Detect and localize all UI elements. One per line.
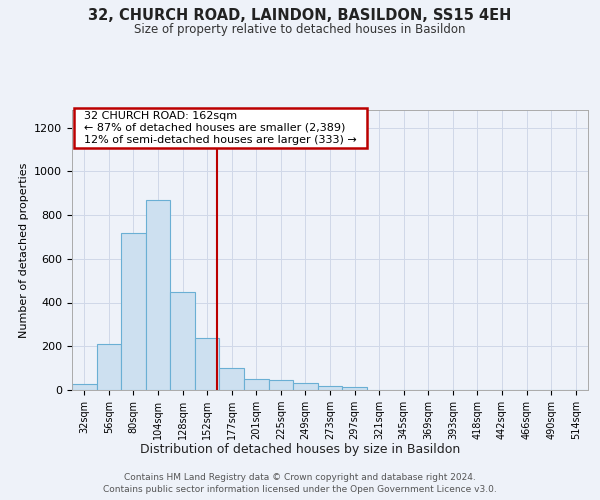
Bar [72, 384, 97, 390]
Bar [220, 368, 244, 390]
Bar [244, 379, 269, 390]
Bar [195, 338, 220, 390]
Text: Size of property relative to detached houses in Basildon: Size of property relative to detached ho… [134, 22, 466, 36]
Bar [269, 380, 293, 390]
Text: 32, CHURCH ROAD, LAINDON, BASILDON, SS15 4EH: 32, CHURCH ROAD, LAINDON, BASILDON, SS15… [88, 8, 512, 22]
Text: Distribution of detached houses by size in Basildon: Distribution of detached houses by size … [140, 442, 460, 456]
Bar [170, 292, 195, 390]
Bar [318, 386, 342, 390]
Bar [342, 388, 367, 390]
Text: 32 CHURCH ROAD: 162sqm  
  ← 87% of detached houses are smaller (2,389)  
  12% : 32 CHURCH ROAD: 162sqm ← 87% of detached… [77, 112, 364, 144]
Bar [121, 232, 146, 390]
Text: Contains public sector information licensed under the Open Government Licence v3: Contains public sector information licen… [103, 485, 497, 494]
Y-axis label: Number of detached properties: Number of detached properties [19, 162, 29, 338]
Bar [97, 344, 121, 390]
Text: Contains HM Land Registry data © Crown copyright and database right 2024.: Contains HM Land Registry data © Crown c… [124, 472, 476, 482]
Bar [293, 384, 318, 390]
Bar [146, 200, 170, 390]
